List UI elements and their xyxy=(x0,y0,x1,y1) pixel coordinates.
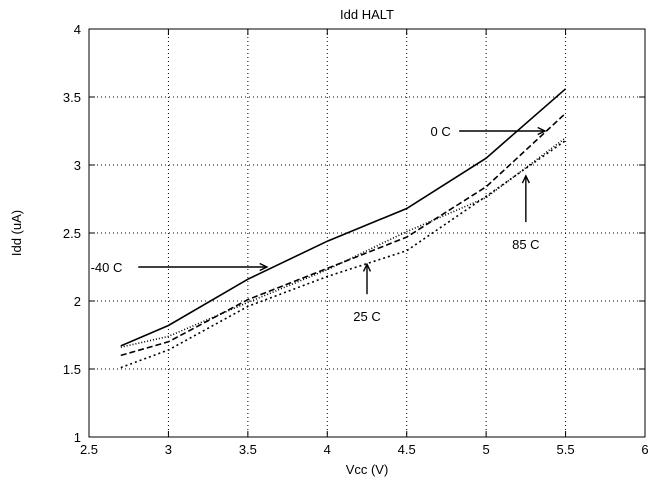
annotations: 0 C -40 C 25 C 85 C xyxy=(91,124,547,324)
x-axis-label: Vcc (V) xyxy=(346,462,389,477)
series-line xyxy=(120,139,567,369)
y-tick-label: 4 xyxy=(74,22,81,37)
x-tick-label: 3.5 xyxy=(239,442,257,457)
series-line xyxy=(120,112,567,357)
y-tick-label: 2 xyxy=(74,294,81,309)
y-tick-label: 1 xyxy=(74,430,81,445)
y-tick-label: 3.5 xyxy=(63,90,81,105)
y-tick-label: 1.5 xyxy=(63,362,81,377)
x-tick-label: 6 xyxy=(641,442,648,457)
y-axis-label: Idd (uA) xyxy=(9,210,24,256)
series-lines xyxy=(120,88,567,369)
annotation-label: 85 C xyxy=(512,237,539,252)
x-tick-label: 3 xyxy=(165,442,172,457)
x-tick-label: 5 xyxy=(483,442,490,457)
chart-title: Idd HALT xyxy=(340,7,394,22)
annotation-arrowhead xyxy=(259,262,269,272)
annotation-label: 25 C xyxy=(353,309,380,324)
series-line xyxy=(120,137,567,348)
grid xyxy=(89,29,645,437)
x-tick-label: 4 xyxy=(324,442,331,457)
series-line xyxy=(120,88,567,347)
y-tick-label: 3 xyxy=(74,158,81,173)
annotation-label: 0 C xyxy=(431,124,451,139)
x-tick-label: 4.5 xyxy=(398,442,416,457)
axis-ticks: 2.5 3 3.5 4 4.5 5 5.5 6 1 1.5 2 2.5 3 3.5 4 xyxy=(63,22,649,457)
annotation-arrowhead xyxy=(537,126,547,136)
annotation-arrowhead xyxy=(521,174,530,184)
x-tick-label: 2.5 xyxy=(80,442,98,457)
x-tick-label: 5.5 xyxy=(557,442,575,457)
annotation-arrowhead xyxy=(362,262,372,272)
y-tick-label: 2.5 xyxy=(63,226,81,241)
annotation-label: -40 C xyxy=(91,260,123,275)
